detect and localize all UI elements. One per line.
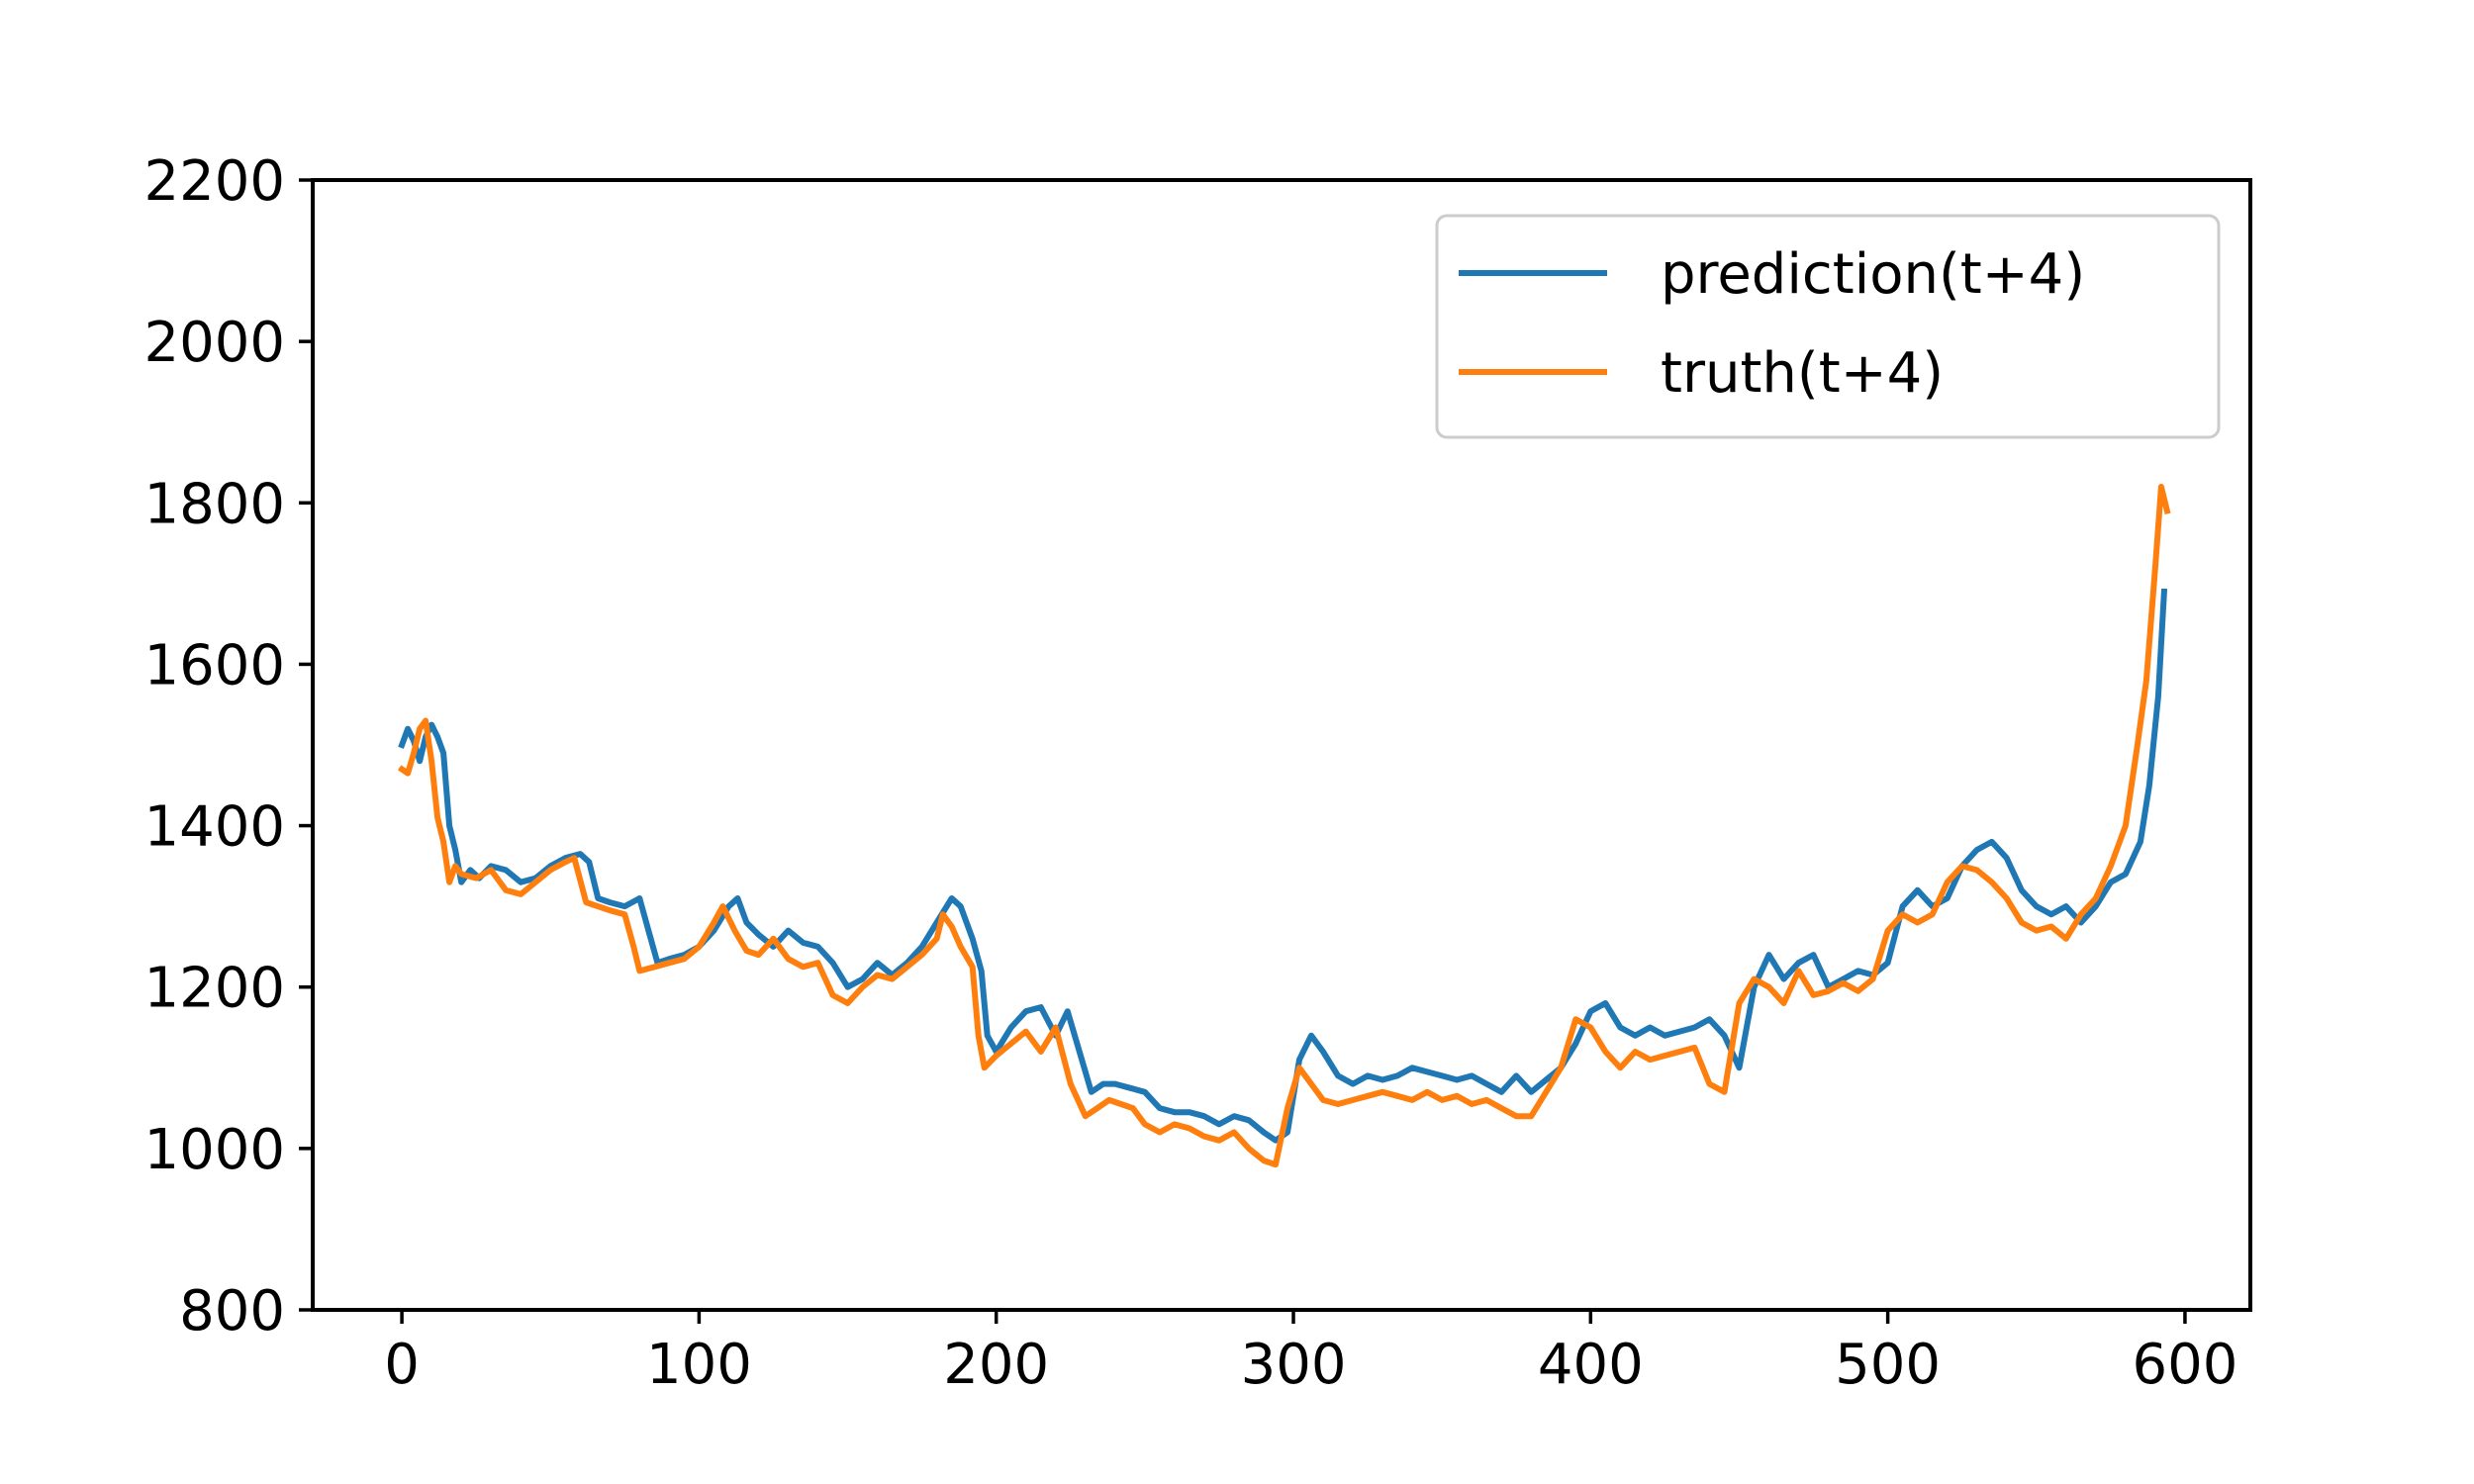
legend-label: truth(t+4) <box>1661 341 1944 406</box>
y-axis: 800 1000 1200 1400 1600 1800 2000 2200 <box>143 149 313 1344</box>
y-tick-label: 800 <box>179 1279 285 1344</box>
x-tick-label: 300 <box>1241 1333 1347 1397</box>
y-tick-label: 1600 <box>143 633 285 697</box>
y-tick-label: 1400 <box>143 795 285 860</box>
legend-label: prediction(t+4) <box>1661 242 2085 307</box>
plot-lines <box>397 484 2171 1168</box>
x-tick-label: 400 <box>1538 1333 1644 1397</box>
y-tick-label: 1200 <box>143 957 285 1021</box>
x-tick-label: 500 <box>1835 1333 1941 1397</box>
series-line-truth <box>397 484 2171 1168</box>
legend: prediction(t+4) truth(t+4) <box>1435 214 2221 439</box>
x-tick-label: 200 <box>943 1333 1049 1397</box>
y-tick-label: 1000 <box>143 1118 285 1182</box>
y-tick-label: 2000 <box>143 311 285 375</box>
series-line-prediction <box>398 588 2168 1144</box>
x-tick-label: 100 <box>646 1333 752 1397</box>
x-axis: 0 100 200 300 400 500 600 <box>384 1310 2237 1397</box>
x-tick-label: 0 <box>384 1333 420 1397</box>
legend-box <box>1435 214 2221 439</box>
y-tick-label: 1800 <box>143 472 285 536</box>
axes-frame <box>311 178 2252 1312</box>
x-tick-label: 600 <box>2132 1333 2237 1397</box>
y-tick-label: 2200 <box>143 149 285 214</box>
